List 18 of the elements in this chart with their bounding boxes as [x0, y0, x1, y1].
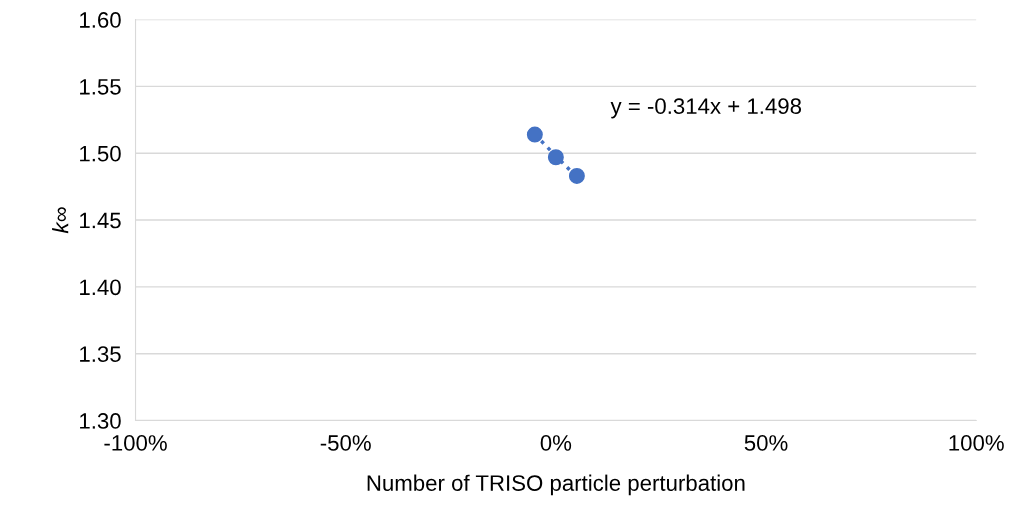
x-tick-label: 100%: [949, 435, 1004, 451]
point: [547, 149, 564, 166]
x-tick-label: 50%: [744, 435, 788, 451]
point: [526, 126, 543, 143]
annotation: y = -0.314x + 1.498: [610, 98, 802, 119]
x-tick-label: 0%: [540, 435, 572, 451]
y-tick-label: 1.60: [80, 12, 121, 28]
y-tick-label: 1.55: [80, 79, 121, 95]
x-axis-title: Number of TRISO particle perturbation: [367, 474, 745, 496]
y-axis-title: k∞: [52, 207, 69, 234]
x-tick-label: -100%: [104, 435, 167, 451]
y-tick-label: 1.40: [80, 279, 121, 296]
y-tick-label: 1.35: [80, 346, 121, 362]
y-tick-label: 1.50: [80, 145, 121, 162]
point: [568, 167, 585, 184]
y-tick-label: 1.45: [80, 212, 121, 229]
y-tick-label: 1.30: [80, 413, 121, 429]
x-tick-label: -50%: [320, 435, 371, 451]
